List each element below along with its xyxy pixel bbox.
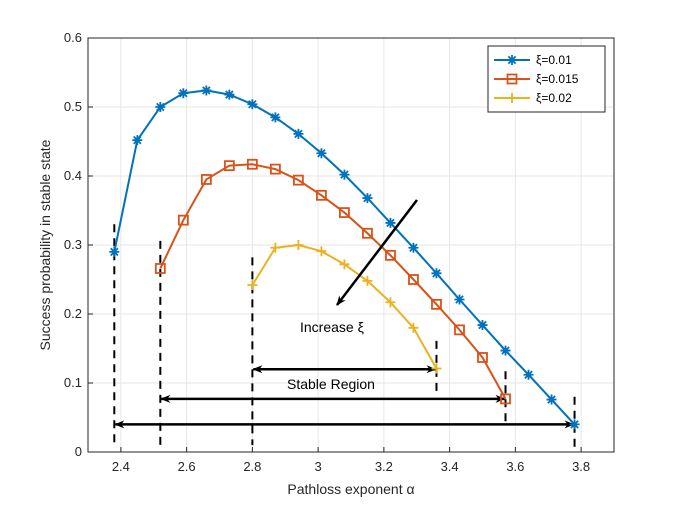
- y-tick-label: 0.1: [64, 375, 82, 390]
- asterisk-marker: [270, 112, 281, 123]
- series-0: [109, 85, 580, 430]
- square-marker: [154, 263, 166, 274]
- y-tick-label: 0.5: [64, 99, 82, 114]
- square-marker: [292, 174, 304, 186]
- axes-box: [87, 37, 615, 453]
- asterisk-marker: [339, 169, 350, 180]
- increase-arrow: [336, 199, 418, 306]
- x-tick-label: 2.6: [178, 459, 196, 474]
- asterisk-marker: [523, 369, 534, 380]
- y-axis-label: Success probability in stable state: [37, 139, 53, 350]
- x-tick-label: 2.4: [112, 459, 130, 474]
- asterisk-marker: [155, 102, 166, 112]
- asterisk-marker: [454, 294, 465, 305]
- y-tick-label: 0.6: [64, 30, 82, 45]
- square-marker: [362, 227, 373, 239]
- plus-marker: [507, 93, 517, 103]
- legend: ξ=0.01 ξ=0.015 ξ=0.02: [487, 45, 606, 113]
- asterisk-marker: [507, 55, 517, 65]
- square-marker: [269, 163, 281, 175]
- plus-marker: [385, 297, 396, 308]
- asterisk-marker: [500, 345, 511, 356]
- series-2: [247, 240, 442, 374]
- asterisk-marker: [546, 394, 557, 405]
- square-marker: [339, 207, 350, 218]
- plus-marker: [339, 259, 350, 270]
- x-tick-label: 3.2: [375, 459, 393, 474]
- legend-entry: ξ=0.02: [536, 91, 572, 105]
- square-marker: [454, 324, 465, 336]
- square-marker: [477, 352, 488, 363]
- increase-label: Increase ξ: [300, 319, 364, 335]
- square-marker: [200, 174, 212, 185]
- x-tick-label: 3: [315, 459, 322, 474]
- x-tick-label: 3.4: [441, 459, 459, 474]
- square-marker: [506, 73, 518, 85]
- x-tick-label: 3.6: [506, 459, 524, 474]
- square-marker: [316, 189, 327, 201]
- asterisk-marker: [362, 193, 373, 204]
- asterisk-marker: [408, 242, 419, 253]
- x-tick-label: 3.8: [572, 459, 590, 474]
- asterisk-marker: [247, 99, 258, 110]
- asterisk-marker: [431, 268, 442, 279]
- asterisk-marker: [178, 88, 189, 99]
- asterisk-marker: [293, 128, 304, 139]
- asterisk-marker: [132, 135, 143, 146]
- y-tick-label: 0.4: [64, 168, 82, 183]
- plus-marker: [362, 275, 373, 286]
- x-tick-label: 2.8: [243, 459, 261, 474]
- plus-marker: [293, 240, 304, 250]
- stable-region-label: Stable Region: [287, 376, 375, 392]
- legend-entry: ξ=0.015: [536, 72, 579, 86]
- square-marker: [408, 274, 419, 285]
- x-axis-label: Pathloss exponent α: [287, 481, 414, 497]
- plus-marker: [270, 242, 281, 253]
- asterisk-marker: [385, 217, 396, 228]
- square-marker: [223, 160, 235, 172]
- legend-entry: ξ=0.01: [536, 53, 572, 67]
- asterisk-marker: [109, 246, 120, 257]
- asterisk-marker: [477, 320, 488, 331]
- y-tick-label: 0.2: [64, 306, 82, 321]
- series-1: [154, 158, 511, 405]
- asterisk-marker: [569, 419, 580, 430]
- y-tick-label: 0.3: [64, 237, 82, 252]
- plus-marker: [431, 363, 442, 374]
- square-marker: [431, 298, 442, 310]
- plus-marker: [316, 246, 327, 257]
- plus-marker: [247, 280, 258, 291]
- plus-marker: [408, 322, 419, 333]
- square-marker: [500, 393, 511, 405]
- asterisk-marker: [316, 148, 327, 159]
- square-marker: [385, 249, 396, 261]
- y-tick-label: 0: [75, 444, 82, 459]
- square-marker: [246, 158, 258, 170]
- square-marker: [177, 214, 189, 226]
- series-line: [159, 163, 507, 400]
- asterisk-marker: [201, 85, 212, 96]
- asterisk-marker: [224, 89, 235, 100]
